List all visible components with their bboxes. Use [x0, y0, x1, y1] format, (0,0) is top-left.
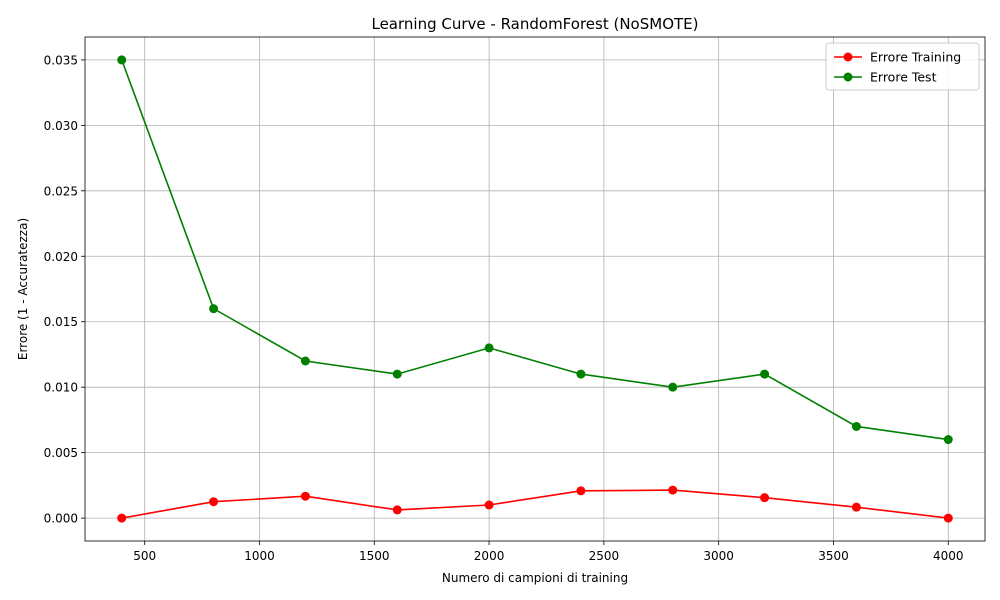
y-tick-label: 0.025: [44, 184, 78, 198]
legend-box: [825, 42, 980, 91]
data-point-training: [576, 486, 586, 496]
x-tick-label: 500: [133, 549, 156, 563]
y-tick-label: 0.030: [44, 119, 78, 133]
grid: [85, 37, 985, 541]
data-point-training: [484, 500, 494, 510]
y-axis-label: Errore (1 - Accuratezza): [16, 218, 30, 360]
data-point-test: [392, 369, 402, 379]
data-point-training: [851, 502, 861, 512]
x-tick-label: 1000: [244, 549, 275, 563]
legend-swatch-test-marker: [843, 72, 853, 82]
y-tick-label: 0.035: [44, 53, 78, 67]
data-point-test: [209, 304, 219, 314]
legend: Errore Training Errore Test: [825, 42, 980, 91]
data-point-test: [943, 435, 953, 445]
y-tick-label: 0.000: [44, 512, 78, 526]
y-tick-label: 0.020: [44, 250, 78, 264]
data-point-test: [484, 343, 494, 353]
chart-title: Learning Curve - RandomForest (NoSMOTE): [371, 15, 698, 33]
y-tick-label: 0.005: [44, 446, 78, 460]
x-tick-label: 2000: [474, 549, 505, 563]
x-tick-label: 3000: [703, 549, 734, 563]
data-point-training: [300, 491, 310, 501]
legend-entry-training: Errore Training: [870, 50, 961, 65]
data-point-test: [300, 356, 310, 366]
series-line-test: [120, 59, 949, 441]
y-axis-ticks: 0.000 0.005 0.010 0.015 0.020 0.025 0.030 0.035: [44, 53, 85, 526]
data-point-training: [117, 513, 127, 523]
data-point-test: [576, 369, 586, 379]
x-tick-label: 4000: [933, 549, 964, 563]
legend-swatch-training-marker: [843, 52, 853, 62]
plot-area-frame: [84, 36, 986, 542]
legend-entry-test: Errore Test: [870, 70, 937, 85]
x-tick-label: 3500: [818, 549, 849, 563]
data-point-test: [851, 421, 861, 431]
data-point-test: [668, 382, 678, 392]
series-line-training: [121, 489, 949, 519]
data-point-test: [117, 55, 127, 65]
data-point-training: [392, 505, 402, 515]
data-point-test: [760, 369, 770, 379]
data-point-training: [209, 497, 219, 507]
y-tick-label: 0.010: [44, 381, 78, 395]
y-tick-label: 0.015: [44, 315, 78, 329]
data-point-training: [760, 493, 770, 503]
series: [117, 55, 953, 523]
data-point-training: [943, 513, 953, 523]
x-tick-label: 1500: [359, 549, 390, 563]
data-point-training: [668, 485, 678, 495]
x-axis-label: Numero di campioni di training: [442, 571, 628, 585]
x-axis-ticks: 500 1000 1500 2000 2500 3000 3500 4000: [133, 541, 964, 563]
x-tick-label: 2500: [589, 549, 620, 563]
